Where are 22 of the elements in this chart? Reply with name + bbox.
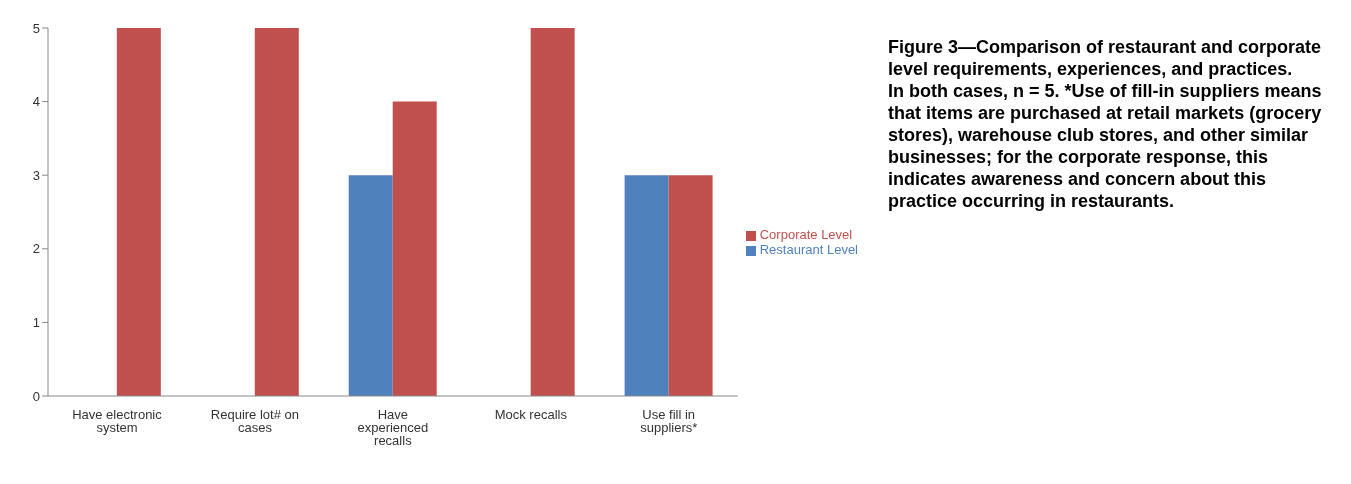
y-tick-label: 0 bbox=[32, 388, 40, 404]
y-tick-label: 5 bbox=[32, 20, 40, 36]
text: Figure 3—Comparison of restaurant and corporate level requirements, experiences, and practices. bbox=[888, 36, 1323, 80]
text: In both cases, n = 5. *Use of fill-in suppliers means that items are purchased at retail markets (grocery stores), warehouse club stores, and other similar businesses; for the corporate response, this indicates awareness and concern about this practice occurring in restaurants. bbox=[888, 80, 1323, 212]
y-tick-label: 3 bbox=[32, 167, 40, 183]
bar bbox=[348, 175, 393, 396]
bar bbox=[116, 28, 161, 396]
y-tick-label: 1 bbox=[32, 315, 40, 331]
x-tick-label: Require lot# on cases bbox=[210, 407, 299, 436]
bar bbox=[392, 101, 437, 396]
x-tick-label: Have electronic system bbox=[72, 407, 163, 436]
bar bbox=[530, 28, 575, 396]
legend-label: Corporate Level bbox=[759, 227, 853, 242]
x-tick-label: Have experienced recalls bbox=[357, 407, 429, 449]
x-tick-label: Mock recalls bbox=[494, 407, 568, 423]
legend-label: Restaurant Level bbox=[759, 242, 858, 257]
x-tick-label: Use fill in suppliers* bbox=[640, 407, 698, 436]
bar bbox=[668, 175, 713, 396]
y-tick-label: 2 bbox=[32, 241, 40, 257]
bar bbox=[254, 28, 299, 396]
y-tick-label: 4 bbox=[32, 94, 40, 110]
bar bbox=[624, 175, 669, 396]
